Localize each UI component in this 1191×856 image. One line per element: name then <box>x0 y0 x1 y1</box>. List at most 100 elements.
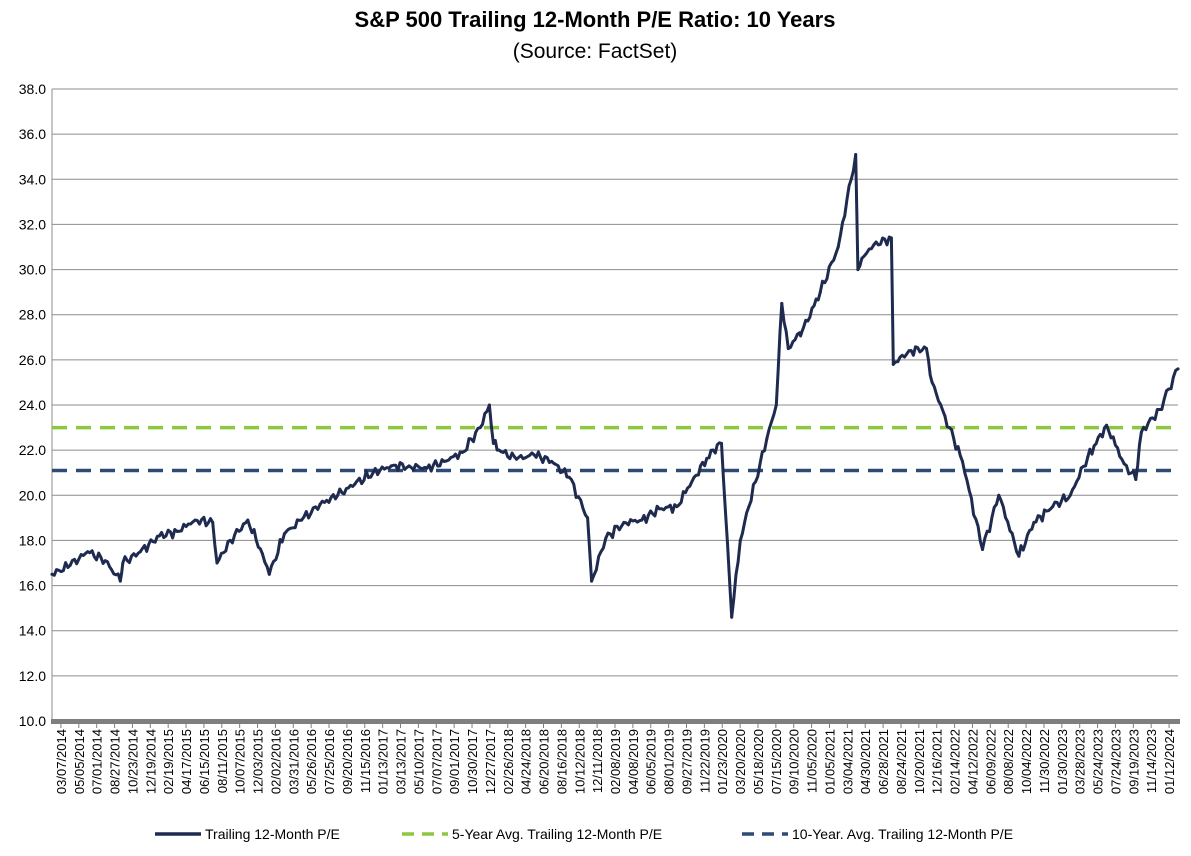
data-point <box>640 518 644 522</box>
x-tick-label: 07/15/2020 <box>769 729 784 794</box>
pe-ratio-line <box>50 153 1180 619</box>
data-point <box>889 236 893 240</box>
x-tick-label: 05/18/2020 <box>751 729 766 794</box>
data-point <box>318 502 322 506</box>
data-point <box>981 548 984 551</box>
x-tick-label: 04/12/2022 <box>965 729 980 794</box>
data-point <box>1134 478 1138 481</box>
data-point <box>261 552 264 556</box>
data-point <box>442 459 446 463</box>
data-point <box>515 457 518 461</box>
x-tick-label: 04/17/2015 <box>179 729 194 794</box>
x-tick-label: 12/16/2021 <box>930 729 945 794</box>
x-tick-label: 01/30/2023 <box>1055 729 1070 794</box>
x-tick-label: 08/11/2015 <box>215 729 230 793</box>
y-tick-label: 20.0 <box>19 487 46 503</box>
data-point <box>215 561 219 565</box>
data-point <box>930 380 934 384</box>
data-point <box>103 559 107 563</box>
data-point <box>175 529 179 533</box>
data-point <box>567 475 571 479</box>
x-tick-label: 03/28/2023 <box>1073 729 1088 794</box>
x-tick-label: 10/23/2014 <box>125 729 140 794</box>
data-point <box>282 532 286 536</box>
y-tick-label: 14.0 <box>19 623 46 639</box>
data-point <box>336 493 340 497</box>
y-axis-ticks: 10.0 12.0 14.0 16.0 18.0 20.0 22.0 24.0 26.0 28.0… <box>19 81 46 729</box>
data-point <box>491 441 495 445</box>
x-tick-label: 07/01/2014 <box>90 729 105 794</box>
data-point <box>774 403 778 407</box>
y-tick-label: 18.0 <box>19 532 46 548</box>
x-tick-label: 06/05/2019 <box>644 729 659 794</box>
x-tick-label: 09/20/2016 <box>340 729 355 794</box>
data-point <box>267 572 271 576</box>
x-tick-label: 10/20/2021 <box>912 729 927 794</box>
x-tick-label: 01/13/2017 <box>376 729 391 794</box>
chart-subtitle: (Source: FactSet) <box>513 40 678 63</box>
x-tick-label: 12/03/2015 <box>251 729 266 794</box>
data-point <box>836 245 840 249</box>
x-axis-line <box>51 719 1180 724</box>
data-point <box>1068 493 1072 497</box>
x-tick-label: 04/24/2018 <box>519 729 534 794</box>
data-point <box>246 518 250 522</box>
gridlines <box>51 88 1178 721</box>
x-tick-label: 07/24/2023 <box>1108 729 1123 794</box>
x-tick-label: 06/15/2015 <box>197 729 212 794</box>
data-point <box>860 256 864 260</box>
data-point <box>1105 423 1109 427</box>
x-tick-label: 05/24/2023 <box>1091 729 1106 794</box>
data-point <box>353 482 357 486</box>
data-point <box>1122 462 1126 466</box>
legend-label: 10-Year. Avg. Trailing 12-Month P/E <box>792 826 1013 842</box>
data-point <box>118 579 122 583</box>
x-tick-label: 06/28/2021 <box>876 729 891 794</box>
data-point <box>907 349 911 353</box>
data-point <box>300 518 304 522</box>
x-tick-label: 09/10/2020 <box>787 729 802 794</box>
x-tick-label: 03/04/2021 <box>840 729 855 794</box>
x-tick-label: 03/31/2016 <box>286 729 301 794</box>
x-tick-label: 09/19/2023 <box>1126 729 1141 794</box>
data-point <box>800 331 803 335</box>
average-lines <box>52 425 1178 473</box>
data-point <box>1017 554 1021 558</box>
x-axis-ticks: 03/07/2014 05/05/2014 07/01/2014 08/27/2014… <box>54 723 1177 794</box>
data-point <box>657 507 661 511</box>
data-point <box>157 534 161 538</box>
data-point <box>497 448 501 452</box>
x-tick-label: 02/02/2016 <box>268 729 283 794</box>
y-tick-label: 34.0 <box>19 171 46 187</box>
x-tick-label: 04/30/2021 <box>858 729 873 794</box>
x-tick-label: 12/27/2017 <box>483 729 498 794</box>
x-tick-label: 04/08/2019 <box>626 729 641 794</box>
data-point <box>604 536 608 540</box>
data-point <box>86 550 90 554</box>
y-tick-label: 38.0 <box>19 81 46 97</box>
data-point <box>692 475 696 479</box>
data-point <box>590 579 594 583</box>
data-point <box>50 572 54 576</box>
x-tick-label: 11/30/2022 <box>1037 729 1052 793</box>
x-tick-label: 09/01/2017 <box>447 729 462 794</box>
data-point <box>1086 455 1090 459</box>
data-point <box>193 518 197 522</box>
x-tick-label: 08/24/2021 <box>894 729 909 794</box>
data-point <box>1139 430 1143 434</box>
data-point <box>925 347 928 351</box>
x-tick-label: 05/05/2014 <box>72 729 87 794</box>
data-point <box>1176 367 1180 371</box>
x-tick-label: 08/01/2019 <box>662 729 677 794</box>
legend-label: 5-Year Avg. Trailing 12-Month P/E <box>452 826 662 842</box>
x-axis <box>51 719 1180 724</box>
data-point <box>121 561 125 565</box>
data-point <box>68 563 72 567</box>
data-point <box>460 450 464 454</box>
data-point <box>720 441 723 445</box>
data-point <box>675 505 679 509</box>
x-tick-label: 01/23/2020 <box>715 729 730 794</box>
data-point <box>371 471 375 475</box>
